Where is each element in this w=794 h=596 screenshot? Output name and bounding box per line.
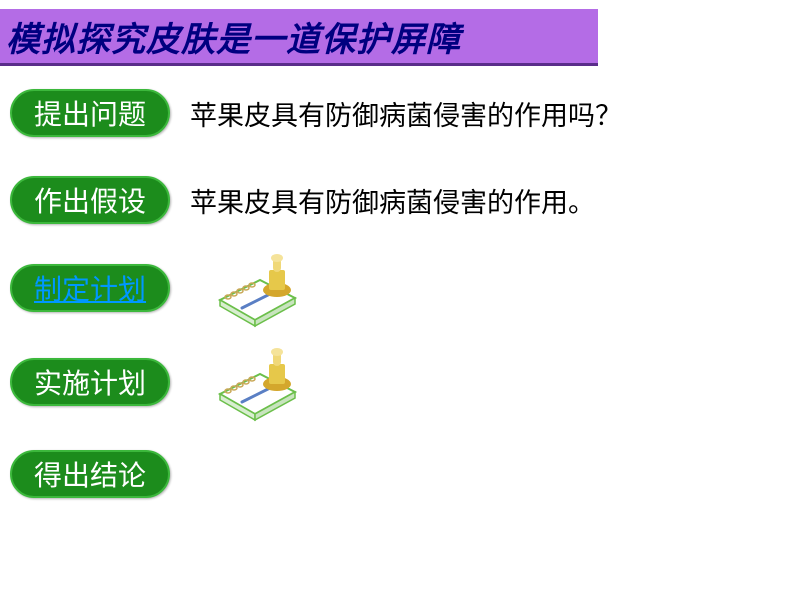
- section-plan: 制定计划: [10, 264, 170, 312]
- pill-label-question: 提出问题: [34, 93, 146, 133]
- section-implement: 实施计划: [10, 358, 170, 406]
- pill-label-conclusion: 得出结论: [34, 454, 146, 494]
- pill-hypothesis: 作出假设: [10, 176, 170, 224]
- section-hypothesis: 作出假设 苹果皮具有防御病菌侵害的作用。: [10, 176, 595, 224]
- pill-question: 提出问题: [10, 89, 170, 137]
- pill-label-hypothesis: 作出假设: [34, 180, 146, 220]
- text-question: 苹果皮具有防御病菌侵害的作用吗？: [190, 94, 622, 133]
- pill-implement: 实施计划: [10, 358, 170, 406]
- notepad-stamp-icon: [205, 344, 325, 429]
- pill-conclusion: 得出结论: [10, 450, 170, 498]
- page-title: 模拟探究皮肤是一道保护屏障: [6, 12, 461, 61]
- section-question: 提出问题 苹果皮具有防御病菌侵害的作用吗？: [10, 89, 622, 137]
- text-hypothesis: 苹果皮具有防御病菌侵害的作用。: [190, 181, 595, 220]
- notepad-stamp-icon: [205, 250, 325, 335]
- pill-plan[interactable]: 制定计划: [10, 264, 170, 312]
- pill-label-implement: 实施计划: [34, 362, 146, 402]
- title-banner: 模拟探究皮肤是一道保护屏障: [0, 9, 598, 66]
- pill-label-plan-link[interactable]: 制定计划: [34, 268, 146, 308]
- section-conclusion: 得出结论: [10, 450, 170, 498]
